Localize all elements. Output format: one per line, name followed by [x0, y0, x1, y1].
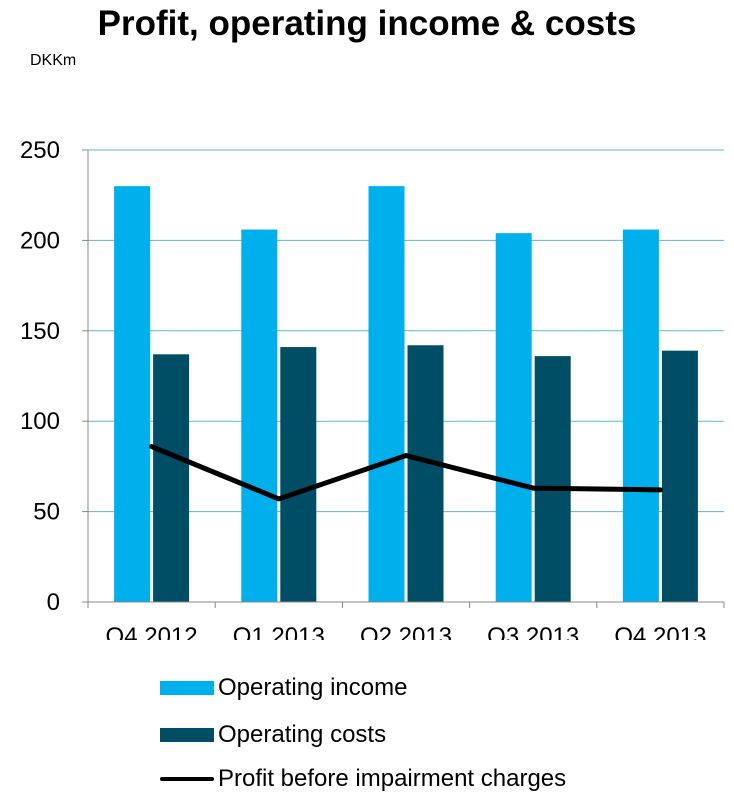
- bars: [114, 186, 698, 602]
- legend-item-profit: Profit before impairment charges: [160, 764, 566, 794]
- bar-operating-income-4: [622, 229, 659, 602]
- legend-swatch-profit: [160, 777, 214, 781]
- legend-item-operating-costs: Operating costs: [160, 720, 386, 750]
- line-profit-before-impairment-charges: [149, 444, 663, 502]
- chart-title: Profit, operating income & costs: [97, 4, 637, 43]
- x-tick-label-2: Q2 2013: [360, 623, 452, 640]
- tick-labels: 0 50 100 150 200 250 Q4 2012 Q1 2013 Q2 2013 Q3 2…: [20, 137, 706, 640]
- y-tick-label-150: 150: [20, 318, 60, 345]
- legend-swatch-operating-income: [160, 681, 214, 695]
- bar-operating-income-0: [114, 186, 151, 602]
- chart-plot: 0 50 100 150 200 250 Q4 2012 Q1 2013 Q2 2013 Q3 2…: [20, 137, 725, 640]
- bar-operating-income-2: [368, 186, 405, 602]
- bar-operating-costs-1: [280, 347, 317, 602]
- bar-operating-costs-4: [661, 350, 698, 602]
- axes: [82, 149, 725, 608]
- gridlines: [88, 149, 724, 513]
- profit-line-layer: [149, 444, 663, 502]
- legend-label-operating-costs: Operating costs: [218, 721, 387, 748]
- x-tick-label-3: Q3 2013: [487, 623, 579, 640]
- bar-operating-income-3: [495, 233, 532, 602]
- y-tick-label-250: 250: [20, 137, 60, 164]
- bar-operating-costs-3: [534, 356, 571, 602]
- y-tick-label-100: 100: [20, 408, 60, 435]
- bar-operating-costs-2: [407, 345, 444, 602]
- legend-swatch-operating-costs: [160, 728, 214, 742]
- y-tick-label-0: 0: [47, 589, 60, 616]
- bar-operating-income-1: [241, 229, 278, 602]
- legend-label-operating-income: Operating income: [218, 674, 408, 701]
- legend-item-operating-income: Operating income: [160, 673, 407, 703]
- bar-operating-costs-0: [153, 354, 190, 602]
- unit-label: DKKm: [30, 52, 77, 69]
- x-tick-label-1: Q1 2013: [233, 623, 325, 640]
- x-tick-label-0: Q4 2012: [106, 623, 198, 640]
- legend-label-profit: Profit before impairment charges: [218, 765, 567, 792]
- y-tick-label-50: 50: [33, 499, 60, 526]
- x-tick-label-4: Q4 2013: [614, 623, 706, 640]
- y-tick-label-200: 200: [20, 227, 60, 254]
